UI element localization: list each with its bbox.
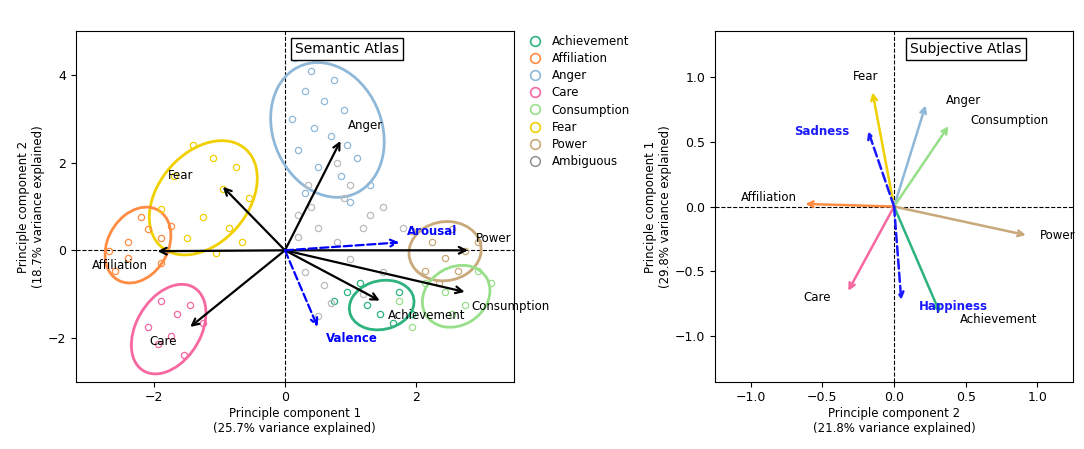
Text: Sadness: Sadness [795, 125, 850, 138]
Text: Achievement: Achievement [388, 308, 465, 321]
Text: Anger: Anger [945, 94, 981, 107]
Text: Affiliation: Affiliation [740, 191, 797, 204]
Text: Valence: Valence [325, 332, 377, 345]
X-axis label: Principle component 2
(21.8% variance explained): Principle component 2 (21.8% variance ex… [813, 407, 976, 435]
Text: Anger: Anger [348, 119, 384, 132]
Text: Fear: Fear [853, 70, 878, 84]
Text: Care: Care [803, 291, 831, 304]
Text: Consumption: Consumption [970, 114, 1048, 128]
Text: Consumption: Consumption [472, 300, 550, 313]
Y-axis label: Principle component 1
(29.8% variance explained): Principle component 1 (29.8% variance ex… [644, 125, 672, 288]
Legend: Achievement, Affiliation, Anger, Care, Consumption, Fear, Power, Ambiguous: Achievement, Affiliation, Anger, Care, C… [519, 31, 635, 173]
Y-axis label: Principle component 2
(18.7% variance explained): Principle component 2 (18.7% variance ex… [17, 125, 46, 288]
Text: Arousal: Arousal [408, 225, 457, 238]
Text: Fear: Fear [168, 168, 193, 181]
Text: Affiliation: Affiliation [92, 259, 147, 272]
Text: Semantic Atlas: Semantic Atlas [295, 42, 399, 56]
Text: Power: Power [1041, 229, 1075, 242]
Text: Power: Power [476, 232, 512, 245]
X-axis label: Principle component 1
(25.7% variance explained): Principle component 1 (25.7% variance ex… [214, 407, 376, 435]
Text: Achievement: Achievement [960, 313, 1037, 326]
Text: Happiness: Happiness [918, 300, 988, 313]
Text: Subjective Atlas: Subjective Atlas [909, 42, 1021, 56]
Text: Care: Care [150, 335, 177, 348]
